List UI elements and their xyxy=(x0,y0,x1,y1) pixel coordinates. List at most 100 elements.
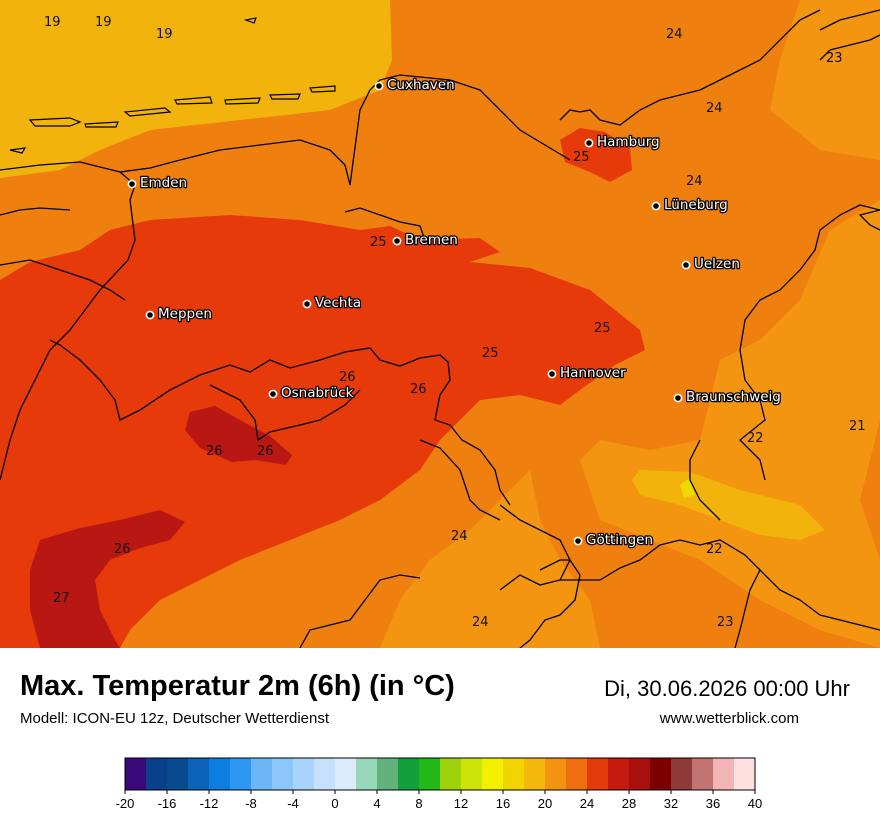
city-hannover[interactable]: Hannover xyxy=(547,364,627,382)
legend-swatch xyxy=(587,758,609,790)
temp-zone-27-southwest xyxy=(30,510,185,648)
city-goettingen[interactable]: Göttingen xyxy=(573,531,654,549)
temp-zone-21-north xyxy=(770,0,880,160)
legend-swatch xyxy=(125,758,147,790)
city-braunschweig[interactable]: Braunschweig xyxy=(673,388,782,406)
city-dot xyxy=(392,236,402,246)
legend-swatch xyxy=(650,758,672,790)
city-dot xyxy=(584,138,594,148)
value-label: 23 xyxy=(826,51,843,66)
value-label: 26 xyxy=(410,382,427,397)
value-label: 26 xyxy=(339,370,356,385)
legend-tick-label: 32 xyxy=(664,796,678,811)
city-vechta[interactable]: Vechta xyxy=(302,294,362,312)
legend-swatch xyxy=(566,758,588,790)
legend-tick-label: 20 xyxy=(538,796,552,811)
temp-zone-25-hamburg xyxy=(560,128,632,182)
city-cuxhaven[interactable]: Cuxhaven xyxy=(374,76,456,94)
legend-ticks: -20 -16 -12 -8 -4 0 4 8 12 16 20 24 28 32 36 40 xyxy=(116,790,762,811)
model-source: Modell: ICON-EU 12z, Deutscher Wetterdie… xyxy=(20,710,330,727)
temperature-map: 19 19 19 24 24 25 24 25 25 25 26 26 26 2… xyxy=(0,0,880,648)
legend-swatch xyxy=(335,758,357,790)
city-label: Emden xyxy=(140,175,187,191)
legend-tick-label: -20 xyxy=(116,796,135,811)
legend-swatch xyxy=(167,758,189,790)
legend-swatch xyxy=(545,758,567,790)
islands xyxy=(9,17,336,154)
legend-canvas: -20 -16 -12 -8 -4 0 4 8 12 16 20 24 28 32 36 40 xyxy=(116,757,762,811)
legend-swatch xyxy=(608,758,630,790)
city-label: Bremen xyxy=(405,232,458,248)
city-dot xyxy=(673,393,683,403)
legend-swatch xyxy=(734,758,756,790)
legend-tick-label: -8 xyxy=(245,796,257,811)
legend-tick-label: -12 xyxy=(200,796,219,811)
value-label: 24 xyxy=(686,174,703,189)
city-bremen[interactable]: Bremen xyxy=(392,231,459,249)
city-label: Hannover xyxy=(560,365,626,381)
value-labels: 19 19 19 24 24 25 24 25 25 25 26 26 26 2… xyxy=(44,15,866,630)
value-label: 25 xyxy=(573,150,590,165)
legend-tick-label: 40 xyxy=(748,796,762,811)
value-label: 24 xyxy=(472,615,489,630)
legend-swatch xyxy=(188,758,210,790)
value-label: 24 xyxy=(666,27,683,42)
value-label: 19 xyxy=(156,27,173,42)
legend-swatch xyxy=(356,758,378,790)
city-dot xyxy=(573,536,583,546)
map-canvas: 19 19 19 24 24 25 24 25 25 25 26 26 26 2… xyxy=(0,0,880,648)
temp-zone-21-south xyxy=(380,470,600,648)
legend-swatch xyxy=(440,758,462,790)
value-label: 24 xyxy=(706,101,723,116)
legend-tick-label: 4 xyxy=(373,796,380,811)
city-markers: Cuxhaven Hamburg Emden Lüneburg Bremen U… xyxy=(127,76,782,549)
value-label: 27 xyxy=(53,591,70,606)
legend-swatch xyxy=(251,758,273,790)
city-label: Cuxhaven xyxy=(387,77,455,93)
legend-tick-label: 36 xyxy=(706,796,720,811)
value-label: 26 xyxy=(206,444,223,459)
legend-bar xyxy=(124,757,756,791)
legend-swatch xyxy=(713,758,735,790)
city-label: Vechta xyxy=(315,295,361,311)
city-lueneburg[interactable]: Lüneburg xyxy=(651,196,729,214)
legend-tick-label: 28 xyxy=(622,796,636,811)
color-legend: -20 -16 -12 -8 -4 0 4 8 12 16 20 24 28 32 36 40 xyxy=(0,750,880,830)
city-hamburg[interactable]: Hamburg xyxy=(584,133,661,151)
legend-swatch xyxy=(146,758,168,790)
value-label: 25 xyxy=(594,321,611,336)
legend-swatch xyxy=(293,758,315,790)
value-label: 25 xyxy=(482,346,499,361)
value-label: 26 xyxy=(257,444,274,459)
forecast-datetime: Di, 30.06.2026 00:00 Uhr xyxy=(604,676,850,701)
city-dot xyxy=(268,389,278,399)
value-label: 24 xyxy=(451,529,468,544)
city-dot xyxy=(651,201,661,211)
legend-swatch xyxy=(230,758,252,790)
temp-zone-27-osnabrueck xyxy=(185,406,292,465)
legend-swatch xyxy=(314,758,336,790)
legend-swatch xyxy=(629,758,651,790)
city-uelzen[interactable]: Uelzen xyxy=(681,255,741,273)
map-title: Max. Temperatur 2m (6h) (in °C) xyxy=(20,670,455,702)
legend-swatch xyxy=(692,758,714,790)
city-osnabrueck[interactable]: Osnabrück xyxy=(268,384,355,402)
legend-tick-label: -4 xyxy=(287,796,299,811)
website-link[interactable]: www.wetterblick.com xyxy=(659,710,799,727)
legend-tick-label: -16 xyxy=(158,796,177,811)
legend-tick-label: 8 xyxy=(415,796,422,811)
temp-zone-20-east xyxy=(632,470,825,540)
value-label: 19 xyxy=(44,15,61,30)
legend-swatch xyxy=(398,758,420,790)
legend-border xyxy=(124,757,756,791)
legend-swatch xyxy=(524,758,546,790)
value-label: 19 xyxy=(95,15,112,30)
city-dot xyxy=(374,81,384,91)
legend-swatch xyxy=(671,758,693,790)
legend-swatch xyxy=(461,758,483,790)
city-label: Braunschweig xyxy=(686,389,781,405)
value-label: 21 xyxy=(849,419,866,434)
city-meppen[interactable]: Meppen xyxy=(145,305,213,323)
city-emden[interactable]: Emden xyxy=(127,174,188,192)
legend-swatch xyxy=(377,758,399,790)
